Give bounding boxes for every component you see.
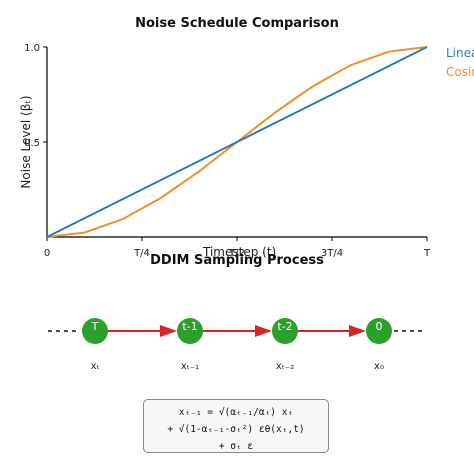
legend-cosine: Cosine <box>446 65 474 79</box>
formula-line-3: + σₜ ε <box>218 441 254 452</box>
node-sub-3: x₀ <box>374 361 384 372</box>
step-node-label: t-2 <box>277 320 292 333</box>
x-axis-label: Timestep (t) <box>203 245 277 259</box>
step-node-label: 0 <box>376 320 383 333</box>
x-tick-label: T/2 <box>228 248 245 259</box>
step-node-label: t-1 <box>182 320 197 333</box>
node-sub-0: xₜ <box>90 361 100 372</box>
chart-title: Noise Schedule Comparison <box>135 16 339 31</box>
process-title: DDIM Sampling Process <box>150 253 324 268</box>
node-sub-2: xₜ₋₂ <box>275 361 295 372</box>
x-tick-label: T/4 <box>133 248 150 259</box>
y-tick-label: 0.5 <box>24 138 40 149</box>
y-tick-label: 1.0 <box>24 43 40 54</box>
step-node <box>366 318 392 344</box>
arrow-head <box>255 325 272 337</box>
legend-linear: Linear <box>446 46 474 60</box>
ddim-formula-box: xₜ₋₁ = √(αₜ₋₁/αₜ) xₜ + √(1-αₜ₋₁-σₜ²) εθ(… <box>143 399 329 453</box>
formula-line-1: xₜ₋₁ = √(αₜ₋₁/αₜ) xₜ <box>178 407 294 418</box>
x-tick-label: T <box>423 248 431 259</box>
step-node-label: T <box>91 320 99 333</box>
node-sub-1: xₜ₋₁ <box>180 361 200 372</box>
arrow-head <box>160 325 177 337</box>
formula-line-2: + √(1-αₜ₋₁-σₜ²) εθ(xₜ,t) <box>167 424 305 435</box>
arrow-head <box>349 325 366 337</box>
x-tick-label: 3T/4 <box>321 248 343 259</box>
series-line-linear <box>46 46 428 238</box>
step-node <box>272 318 298 344</box>
step-node <box>82 318 108 344</box>
x-tick-label: 0 <box>44 248 50 259</box>
step-node <box>177 318 203 344</box>
